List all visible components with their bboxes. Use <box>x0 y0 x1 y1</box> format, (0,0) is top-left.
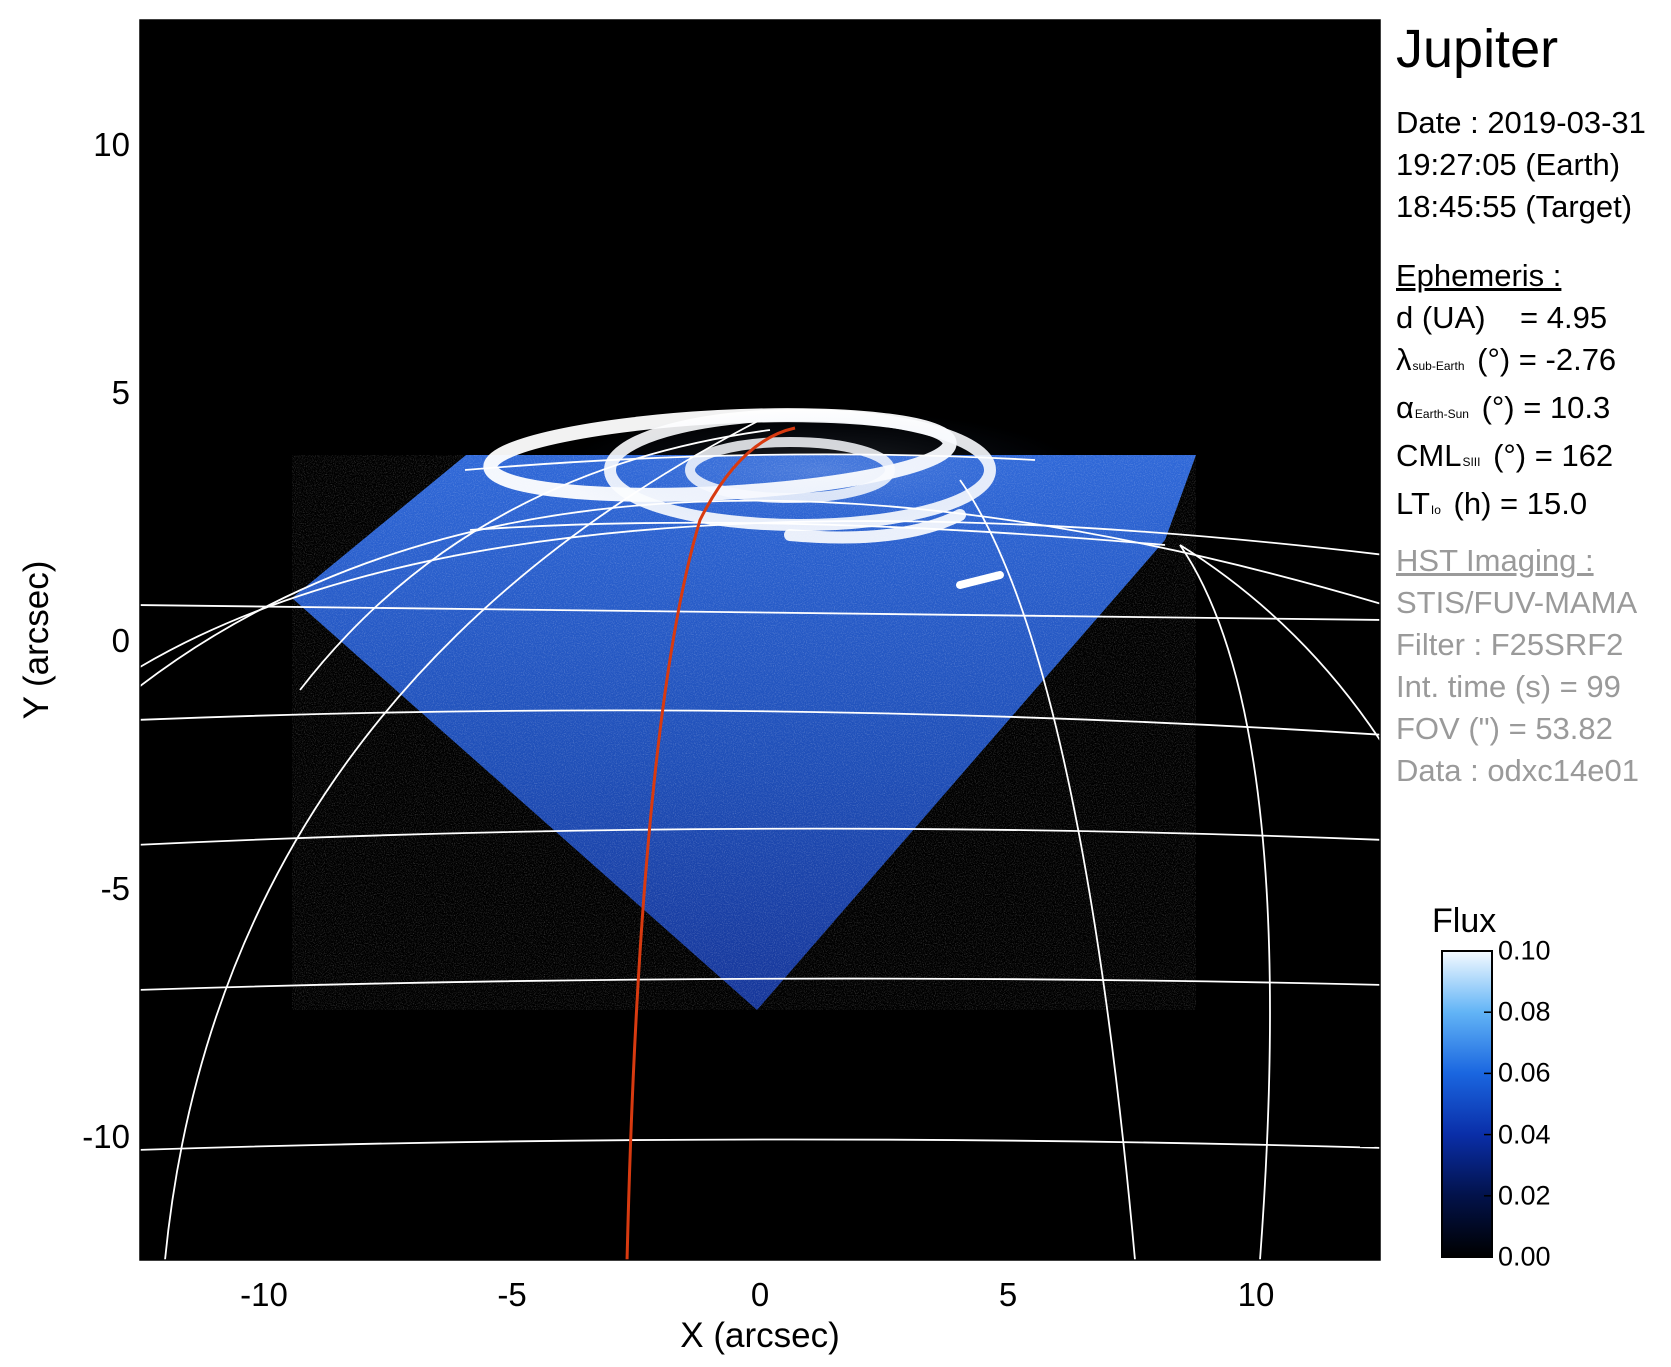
ephemeris-heading: Ephemeris : <box>1396 258 1562 293</box>
colorbar-ticks <box>1484 950 1492 1258</box>
y-tick-label: 0 <box>112 622 130 659</box>
time-target: 18:45:55 (Target) <box>1396 189 1633 224</box>
x-tick-label: -5 <box>497 1276 526 1313</box>
ephemeris-local-time: LTIo (h) = 15.0 <box>1396 486 1588 521</box>
hst-int-time: Int. time (s) = 99 <box>1396 669 1621 704</box>
colorbar-unit: (counts.s⁻¹) <box>1349 1056 1381 1204</box>
hst-fov: FOV (") = 53.82 <box>1396 711 1613 746</box>
x-tick-label: 10 <box>1238 1276 1275 1313</box>
hst-data-id: Data : odxc14e01 <box>1396 753 1640 788</box>
ephemeris-phase-angle: αEarth-Sun (°) = 10.3 <box>1396 390 1611 425</box>
y-tick-label: 5 <box>112 374 130 411</box>
colorbar-tick-label: 0.08 <box>1498 996 1551 1027</box>
ephemeris-block: Ephemeris : d (UA) = 4.95 λsub-Earth (°)… <box>1396 255 1616 531</box>
colorbar-tick-label: 0.04 <box>1498 1119 1551 1150</box>
ephemeris-distance: d (UA) = 4.95 <box>1396 300 1608 335</box>
x-tick-label: 5 <box>999 1276 1017 1313</box>
x-axis-ticks: -10 -5 0 5 10 <box>240 1248 1274 1313</box>
hst-block: HST Imaging : STIS/FUV-MAMA Filter : F25… <box>1396 540 1639 792</box>
y-axis-label: Y (arcsec) <box>17 561 56 720</box>
x-axis-label: X (arcsec) <box>680 1316 839 1355</box>
hst-filter: Filter : F25SRF2 <box>1396 627 1624 662</box>
colorbar-tick-label: 0.02 <box>1498 1180 1551 1211</box>
ephemeris-sub-earth-latitude: λsub-Earth (°) = -2.76 <box>1396 342 1617 377</box>
colorbar <box>1441 950 1493 1258</box>
y-axis-ticks: 10 5 0 -5 -10 <box>82 126 152 1155</box>
y-tick-label: 10 <box>93 126 130 163</box>
hst-heading: HST Imaging : <box>1396 543 1594 578</box>
colorbar-tick-label: 0.10 <box>1498 935 1551 966</box>
detector-noise <box>292 455 1196 1010</box>
x-tick-label: 0 <box>751 1276 769 1313</box>
colorbar-tick-label: 0.00 <box>1498 1241 1551 1272</box>
ephemeris-cml: CMLSIII (°) = 162 <box>1396 438 1614 473</box>
y-tick-label: -10 <box>82 1118 130 1155</box>
x-tick-label: -10 <box>240 1276 288 1313</box>
planet-title: Jupiter <box>1396 19 1559 79</box>
y-tick-label: -5 <box>101 870 130 907</box>
lat-lon-grid <box>140 419 1380 1260</box>
central-meridian <box>625 426 796 1260</box>
colorbar-tick-label: 0.06 <box>1498 1057 1551 1088</box>
colorbar-title: Flux <box>1432 902 1497 940</box>
time-earth: 19:27:05 (Earth) <box>1396 147 1621 182</box>
observation-date: Date : 2019-03-31 <box>1396 105 1646 140</box>
hst-instrument: STIS/FUV-MAMA <box>1396 585 1638 620</box>
observation-info: Date : 2019-03-31 19:27:05 (Earth) 18:45… <box>1396 102 1646 228</box>
